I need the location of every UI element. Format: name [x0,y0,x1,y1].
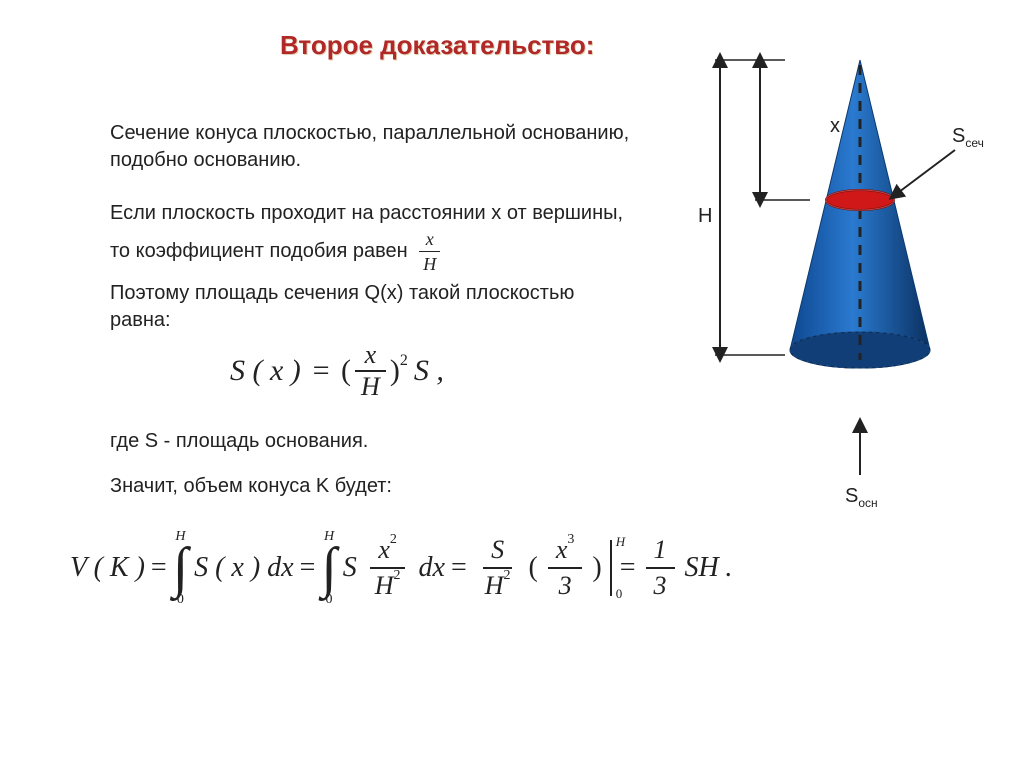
f1-rparen: ) [390,354,400,388]
f2-frac3-num: x3 [548,533,583,569]
f2-eq3: = [451,552,467,584]
f2-frac2: S H2 [477,533,519,603]
formula-volume: V ( K ) = H ∫ 0 S ( x ) dx = H ∫ 0 S x2 … [70,530,732,607]
f2-frac2-num: S [483,533,512,569]
f2-frac4: 1 3 [646,533,675,603]
cone-svg [690,30,1000,530]
f2-Sxdx: S ( x ) dx [194,552,294,584]
integral-icon: ∫ [173,544,188,593]
f1-exp: 2 [400,352,408,370]
f2-frac3: x3 3 [548,533,583,603]
f2-int1-bot: 0 [177,593,184,607]
f2-SH: SH [685,552,719,584]
f1-lparen: ( [341,354,351,388]
f2-frac4-num: 1 [646,533,675,569]
f1-den: H [355,372,386,402]
f1-fraction: x H [355,340,386,402]
label-S-base: Sосн [845,485,878,510]
label-H: H [698,205,712,228]
label-x: x [830,115,840,138]
f2-frac1-num: x2 [370,533,405,569]
f2-eq4: = [620,552,636,584]
f2-frac1: x2 H2 [367,533,409,603]
paragraph-5: Значит, объем конуса K будет: [110,475,392,498]
f1-eq: = [311,354,331,388]
arrow-to-section [895,150,955,195]
f2-eval-bar: H 0 [610,540,612,596]
f2-dot: . [725,552,732,584]
f2-int1: H ∫ 0 [173,530,188,607]
page-title: Второе доказательство: [280,30,594,61]
paragraph-3: Поэтому площадь сечения Q(x) такой плоск… [110,280,640,334]
paragraph-1: Сечение конуса плоскостью, параллельной … [110,120,640,174]
f2-rparen: ) [592,552,601,584]
f2-S: S [343,552,357,584]
formula-area: S ( x ) = ( x H ) 2 S , [230,340,444,402]
f1-tail: S , [414,354,444,388]
f2-frac4-den: 3 [646,569,675,603]
inline-fraction: x H [419,227,440,277]
label-S-section: Sсеч [952,125,984,150]
cone-diagram: x H Sсеч Sосн [690,30,1000,480]
f2-int2: H ∫ 0 [321,530,336,607]
f2-frac3-den: 3 [551,569,580,603]
inline-frac-den: H [419,252,440,276]
f1-num: x [355,340,386,372]
f2-eval-bot: 0 [616,586,623,602]
f2-eq1: = [151,552,167,584]
f2-eq2: = [300,552,316,584]
integral-icon-2: ∫ [321,544,336,593]
f2-eval-top: H [616,534,625,550]
f2-int2-bot: 0 [326,593,333,607]
paragraph-2: Если плоскость проходит на расстоянии x … [110,200,640,277]
paragraph-4: где S - площадь основания. [110,430,368,453]
f2-V: V ( K ) [70,552,145,584]
f2-dx: dx [419,552,445,584]
f2-frac2-den: H2 [477,569,519,603]
f2-frac1-den: H2 [367,569,409,603]
f1-left: S ( x ) [230,354,301,388]
paragraph-2-text: Если плоскость проходит на расстоянии x … [110,202,623,262]
f2-lparen: ( [529,552,538,584]
inline-frac-num: x [419,227,440,252]
